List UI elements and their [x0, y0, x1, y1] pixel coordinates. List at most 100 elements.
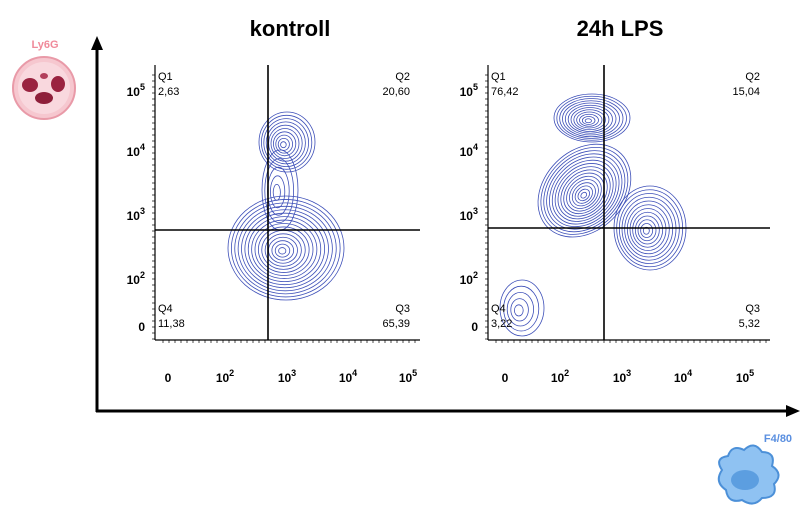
tick-base: 0: [471, 320, 478, 334]
tick-exponent: 3: [291, 368, 296, 378]
quadrant-value: 20,60: [382, 86, 410, 98]
tick-base: 10: [460, 85, 474, 99]
contour: [559, 98, 624, 139]
tick-label: 102: [127, 270, 145, 287]
tick-exponent: 3: [473, 206, 478, 216]
contour: [277, 137, 290, 151]
contour: [579, 113, 599, 127]
quadrant-value: 65,39: [382, 318, 410, 330]
tick-label: 0: [471, 320, 478, 334]
contour: [540, 147, 629, 235]
quadrant-value: 76,42: [491, 86, 519, 98]
contour: [581, 116, 596, 125]
tick-label: 105: [460, 82, 478, 99]
tick-base: 10: [127, 145, 141, 159]
contour: [577, 188, 590, 202]
tick-label: 102: [216, 368, 234, 385]
tick-label: 104: [460, 142, 478, 159]
contour: [254, 223, 314, 276]
contour: [271, 240, 295, 261]
tick-exponent: 4: [140, 142, 145, 152]
contour: [546, 153, 623, 230]
contour: [275, 134, 294, 154]
tick-base: 10: [216, 371, 230, 385]
contour: [573, 109, 606, 131]
contour: [640, 223, 654, 238]
contour: [543, 150, 626, 233]
contour: [269, 175, 286, 209]
tick-label: 105: [736, 368, 754, 385]
tick-base: 10: [278, 371, 292, 385]
quadrant-name: Q1: [158, 71, 173, 83]
contour: [556, 95, 627, 141]
contour: [562, 100, 620, 138]
quadrant-name: Q3: [745, 303, 760, 315]
contour: [257, 226, 310, 273]
contour: [244, 212, 326, 286]
contour: [629, 208, 667, 251]
tick-base: 10: [460, 209, 474, 223]
quadrant-value: 2,63: [158, 86, 179, 98]
tick-label: 105: [399, 368, 417, 385]
contour: [268, 236, 298, 264]
contour: [584, 118, 592, 124]
tick-label: 105: [127, 82, 145, 99]
tick-base: 10: [399, 371, 413, 385]
tick-exponent: 2: [229, 368, 234, 378]
tick-base: 0: [502, 371, 509, 385]
contour: [510, 298, 529, 322]
tick-base: 10: [551, 371, 565, 385]
contour: [566, 175, 602, 212]
contour: [574, 185, 593, 204]
tick-exponent: 4: [473, 142, 478, 152]
contour: [251, 219, 318, 279]
contour: [278, 247, 287, 255]
tick-label: 0: [502, 371, 509, 385]
quadrant-name: Q2: [745, 71, 760, 83]
neutrophil-icon: [12, 56, 76, 120]
quadrant-name: Q3: [395, 303, 410, 315]
contour: [230, 199, 341, 298]
contour: [626, 204, 670, 255]
tick-base: 10: [674, 371, 688, 385]
contour: [569, 179, 599, 209]
contour: [499, 279, 545, 337]
tick-exponent: 3: [140, 206, 145, 216]
contour: [570, 107, 610, 132]
panel-title: kontroll: [250, 16, 331, 41]
contour: [503, 285, 540, 332]
tick-exponent: 2: [140, 270, 145, 280]
contour: [258, 111, 316, 173]
contour: [560, 169, 608, 217]
tick-label: 103: [278, 368, 296, 385]
contour: [280, 141, 287, 149]
tick-label: 103: [613, 368, 631, 385]
tick-exponent: 3: [626, 368, 631, 378]
contour: [265, 121, 306, 165]
contour: [263, 118, 310, 168]
quadrant-value: 3,22: [491, 318, 512, 330]
contour: [264, 233, 302, 267]
quadrant-name: Q4: [158, 303, 173, 315]
contour: [564, 102, 617, 136]
tick-exponent: 4: [352, 368, 357, 378]
tick-base: 10: [460, 145, 474, 159]
macrophage-icon: [717, 444, 780, 505]
tick-label: 102: [460, 270, 478, 287]
tick-label: 104: [127, 142, 145, 159]
contour: [260, 114, 313, 170]
contour: [234, 202, 337, 295]
tick-base: 10: [613, 371, 627, 385]
contour: [576, 111, 603, 129]
contour: [247, 216, 322, 283]
contour: [264, 158, 295, 224]
y-axis-label: Ly6G: [31, 39, 58, 51]
tick-exponent: 5: [140, 82, 145, 92]
tick-exponent: 5: [749, 368, 754, 378]
contour: [549, 156, 620, 228]
contour: [237, 205, 333, 292]
contour: [553, 93, 631, 143]
